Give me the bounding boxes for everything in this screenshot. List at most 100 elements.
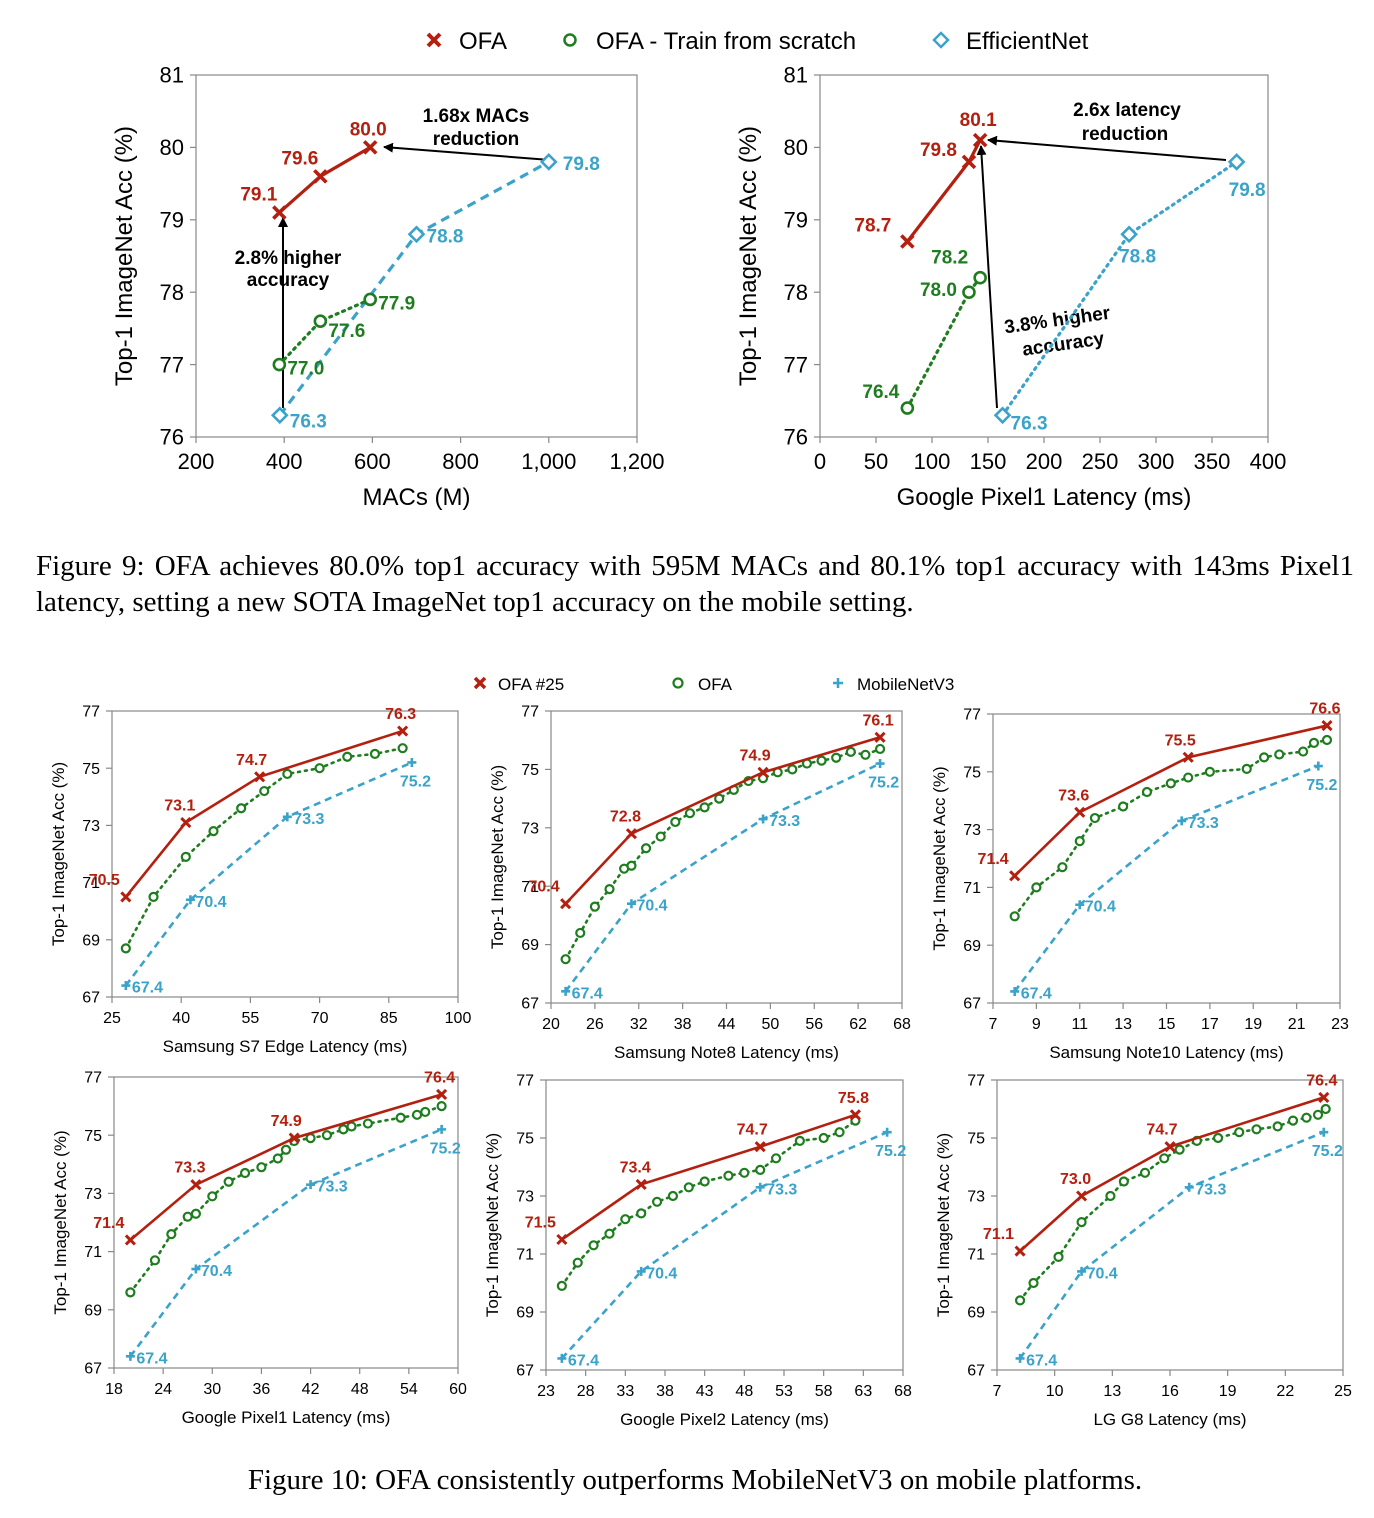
x-tick-label: 1,200 [609,449,664,474]
data-point [626,899,636,909]
data-point [395,1112,406,1123]
legend-ofa: OFA [426,28,507,55]
x-axis-label: Samsung S7 Edge Latency (ms) [163,1037,408,1056]
data-label: 67.4 [132,980,163,997]
data-point [270,406,289,425]
data-point [1074,836,1085,847]
data-point [166,1229,177,1240]
data-label: 75.2 [868,775,899,792]
data-point [272,1153,283,1164]
data-label: 76.4 [424,1069,455,1086]
x-tick-label: 50 [864,449,888,474]
data-point [655,831,666,842]
x-tick-label: 400 [1250,449,1287,474]
data-point [1159,1153,1170,1164]
data-label: 70.5 [89,872,120,889]
y-tick-label: 75 [967,1131,985,1148]
legend-ofa25-label: OFA #25 [498,675,564,694]
data-point [651,1196,663,1207]
x-tick-label: 23 [1331,1016,1349,1033]
data-point [125,1351,135,1361]
data-label: 74.7 [1146,1122,1177,1139]
macs-reduction-arrow [383,142,551,161]
data-label: 73.3 [766,1181,797,1198]
data-point [1183,772,1194,783]
data-label: 73.3 [317,1179,348,1196]
data-label: 79.1 [240,185,277,206]
data-label: 76.3 [290,411,327,432]
y-axis-label: Top-1 ImageNet Acc (%) [930,766,949,950]
data-point [314,763,325,774]
data-point [604,884,615,895]
data-point [180,851,191,862]
figure9-caption: Figure 9: OFA achieves 80.0% top1 accura… [36,550,1354,618]
data-point [560,898,572,910]
series-line-0 [561,1113,856,1241]
y-tick-label: 71 [84,1244,102,1261]
data-point [1308,737,1320,749]
data-label: 76.3 [385,706,416,723]
x-tick-label: 11 [1071,1016,1088,1033]
y-tick-label: 78 [160,280,184,305]
data-point [1227,153,1246,171]
y-tick-label: 71 [82,875,100,892]
data-point [1320,1103,1331,1115]
data-point [321,1130,333,1141]
macs-reduction-text-1: 1.68x MACs [423,106,530,127]
data-point [816,755,827,766]
plot-frame [111,710,459,998]
data-point [1118,801,1129,812]
data-label: 76.6 [1309,701,1340,718]
figure9-legend: OFA OFA - Train from scratch EfficientNe… [426,28,1089,55]
data-label: 70.4 [201,1263,232,1280]
legend-ofa10: OFA [672,675,733,694]
x-tick-label: 26 [586,1016,604,1033]
y-axis-label: Top-1 ImageNet Acc (%) [488,765,507,949]
data-label: 70.4 [646,1265,677,1282]
data-point [254,771,266,783]
x-axis-label: Samsung Note10 Latency (ms) [1049,1043,1283,1062]
data-point [1009,870,1021,882]
chart-f9a: 76 77 78 79 80 81 200 400 600 800 1,000 1,200 MACs (… [111,63,665,511]
data-point [1184,1182,1194,1192]
x-tick-label: 24 [154,1381,172,1398]
x-tick-label: 68 [893,1016,911,1033]
data-point [560,954,571,965]
y-tick-label: 69 [521,937,539,954]
data-point [636,1208,647,1219]
data-point [714,793,725,804]
data-label: 80.0 [350,119,387,140]
data-label: 70.4 [1085,899,1116,916]
x-tick-label: 38 [674,1016,692,1033]
data-label: 79.8 [920,140,957,161]
y-tick-label: 69 [967,1305,985,1322]
x-tick-label: 22 [1276,1383,1294,1400]
data-point [834,1127,845,1138]
x-tick-label: 7 [993,1383,1002,1400]
data-label: 74.9 [739,747,770,764]
x-tick-label: 44 [718,1016,736,1033]
data-point [684,808,696,819]
y-tick-label: 77 [963,707,981,724]
x-axis-label: LG G8 Latency (ms) [1093,1410,1246,1429]
figure10-caption: Figure 10: OFA consistently outperforms … [247,1464,1143,1496]
data-point [874,743,886,755]
data-label: 67.4 [1026,1352,1057,1369]
x-tick-label: 53 [775,1383,793,1400]
data-point [342,751,353,762]
x-tick-label: 32 [630,1016,648,1033]
x-tick-label: 70 [311,1010,329,1027]
y-tick-label: 76 [784,425,808,450]
data-label: 73.3 [1188,815,1219,832]
x-tick-label: 7 [989,1016,998,1033]
data-point [1118,1176,1129,1187]
data-label: 67.4 [136,1350,167,1367]
x-tick-label: 43 [696,1383,714,1400]
data-point [190,1179,202,1191]
legend-ofa25: OFA #25 [473,675,564,694]
data-point [572,1257,583,1268]
x-tick-label: 16 [1161,1383,1179,1400]
data-point [149,1255,161,1266]
x-tick-label: 18 [105,1381,123,1398]
x-tick-label: 9 [1032,1016,1041,1033]
